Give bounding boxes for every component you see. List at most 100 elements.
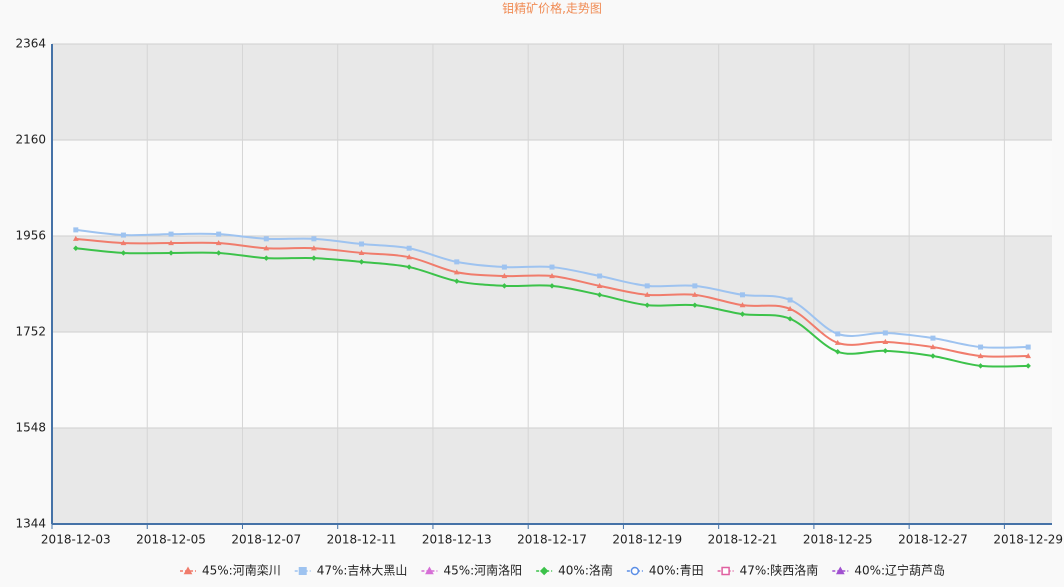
marker	[835, 566, 845, 575]
marker	[930, 344, 936, 350]
plot-band	[52, 428, 1052, 524]
x-tick-label: 2018-12-13	[422, 533, 492, 547]
marker	[930, 335, 936, 341]
x-tick-label: 2018-12-03	[41, 533, 111, 547]
marker	[454, 278, 460, 284]
marker	[263, 255, 269, 261]
marker	[215, 240, 222, 246]
legend-label: 40%:青田	[649, 564, 704, 578]
legend-label: 47%:陕西洛南	[740, 563, 819, 578]
legend-label: 40%:辽宁葫芦岛	[854, 563, 945, 578]
marker	[215, 250, 222, 256]
marker	[787, 297, 793, 303]
marker	[311, 255, 317, 261]
plot-band	[52, 332, 1052, 428]
y-tick-label: 2160	[15, 133, 46, 147]
marker	[501, 283, 508, 289]
marker	[1025, 352, 1032, 359]
marker	[644, 283, 650, 289]
x-tick-label: 2018-12-17	[517, 533, 587, 547]
marker	[168, 231, 174, 237]
y-tick-label: 1344	[15, 517, 46, 531]
plot-band	[52, 44, 1052, 140]
marker	[358, 249, 365, 256]
marker	[1025, 363, 1031, 369]
marker	[453, 269, 460, 275]
marker	[216, 231, 222, 237]
marker	[168, 240, 174, 246]
marker	[721, 566, 730, 576]
x-tick-label: 2018-12-21	[708, 533, 778, 547]
marker	[406, 245, 412, 251]
marker	[977, 352, 984, 359]
marker	[539, 566, 549, 576]
marker	[739, 302, 746, 308]
marker	[596, 282, 603, 288]
marker	[501, 264, 507, 270]
marker	[549, 283, 555, 289]
marker	[120, 240, 127, 246]
marker	[692, 291, 698, 297]
marker	[311, 245, 317, 251]
marker	[406, 264, 412, 270]
y-tick-label: 1956	[15, 229, 46, 243]
legend-label: 45%:河南洛阳	[443, 563, 522, 578]
x-tick-label: 2018-12-29	[993, 533, 1063, 547]
marker	[835, 349, 841, 355]
marker	[1025, 344, 1031, 350]
marker	[834, 339, 841, 345]
marker	[263, 245, 270, 251]
marker	[358, 259, 365, 265]
chart-title: 钼精矿价格,走势图	[502, 1, 602, 16]
marker	[454, 259, 460, 265]
marker	[72, 235, 79, 241]
plot-band	[52, 140, 1052, 236]
marker	[930, 353, 936, 359]
y-tick-label: 1752	[15, 325, 46, 339]
legend-label: 45%:河南栾川	[202, 563, 281, 578]
marker	[120, 232, 126, 238]
marker	[120, 250, 127, 256]
x-tick-label: 2018-12-19	[612, 533, 682, 547]
marker	[692, 283, 698, 289]
marker	[298, 567, 307, 575]
marker	[882, 338, 889, 344]
marker	[644, 302, 650, 308]
marker	[311, 236, 317, 242]
marker	[596, 292, 603, 298]
marker	[73, 245, 79, 251]
legend-label: 40%:洛南	[558, 563, 613, 578]
marker	[168, 250, 174, 256]
marker	[739, 292, 745, 298]
marker	[978, 344, 984, 350]
marker	[425, 566, 434, 575]
marker	[359, 241, 365, 247]
x-tick-label: 2018-12-25	[803, 533, 873, 547]
marker	[739, 311, 746, 317]
x-tick-label: 2018-12-27	[898, 533, 968, 547]
marker	[549, 264, 555, 270]
marker	[183, 566, 193, 575]
marker	[263, 236, 269, 242]
marker	[406, 254, 412, 260]
marker	[787, 305, 793, 312]
x-tick-label: 2018-12-11	[327, 533, 397, 547]
x-tick-label: 2018-12-07	[231, 533, 301, 547]
y-tick-label: 2364	[15, 37, 46, 51]
marker	[882, 348, 889, 354]
marker	[73, 227, 79, 233]
y-tick-label: 1548	[15, 421, 46, 435]
marker	[644, 291, 651, 297]
marker	[977, 363, 984, 369]
marker	[882, 330, 888, 336]
marker	[630, 566, 640, 576]
legend-label: 47%:吉林大黑山	[317, 564, 408, 578]
marker	[549, 272, 555, 279]
marker	[501, 272, 508, 279]
marker	[597, 273, 603, 279]
x-tick-label: 2018-12-05	[136, 533, 206, 547]
marker	[692, 302, 698, 308]
marker	[787, 316, 793, 322]
marker	[835, 331, 841, 337]
